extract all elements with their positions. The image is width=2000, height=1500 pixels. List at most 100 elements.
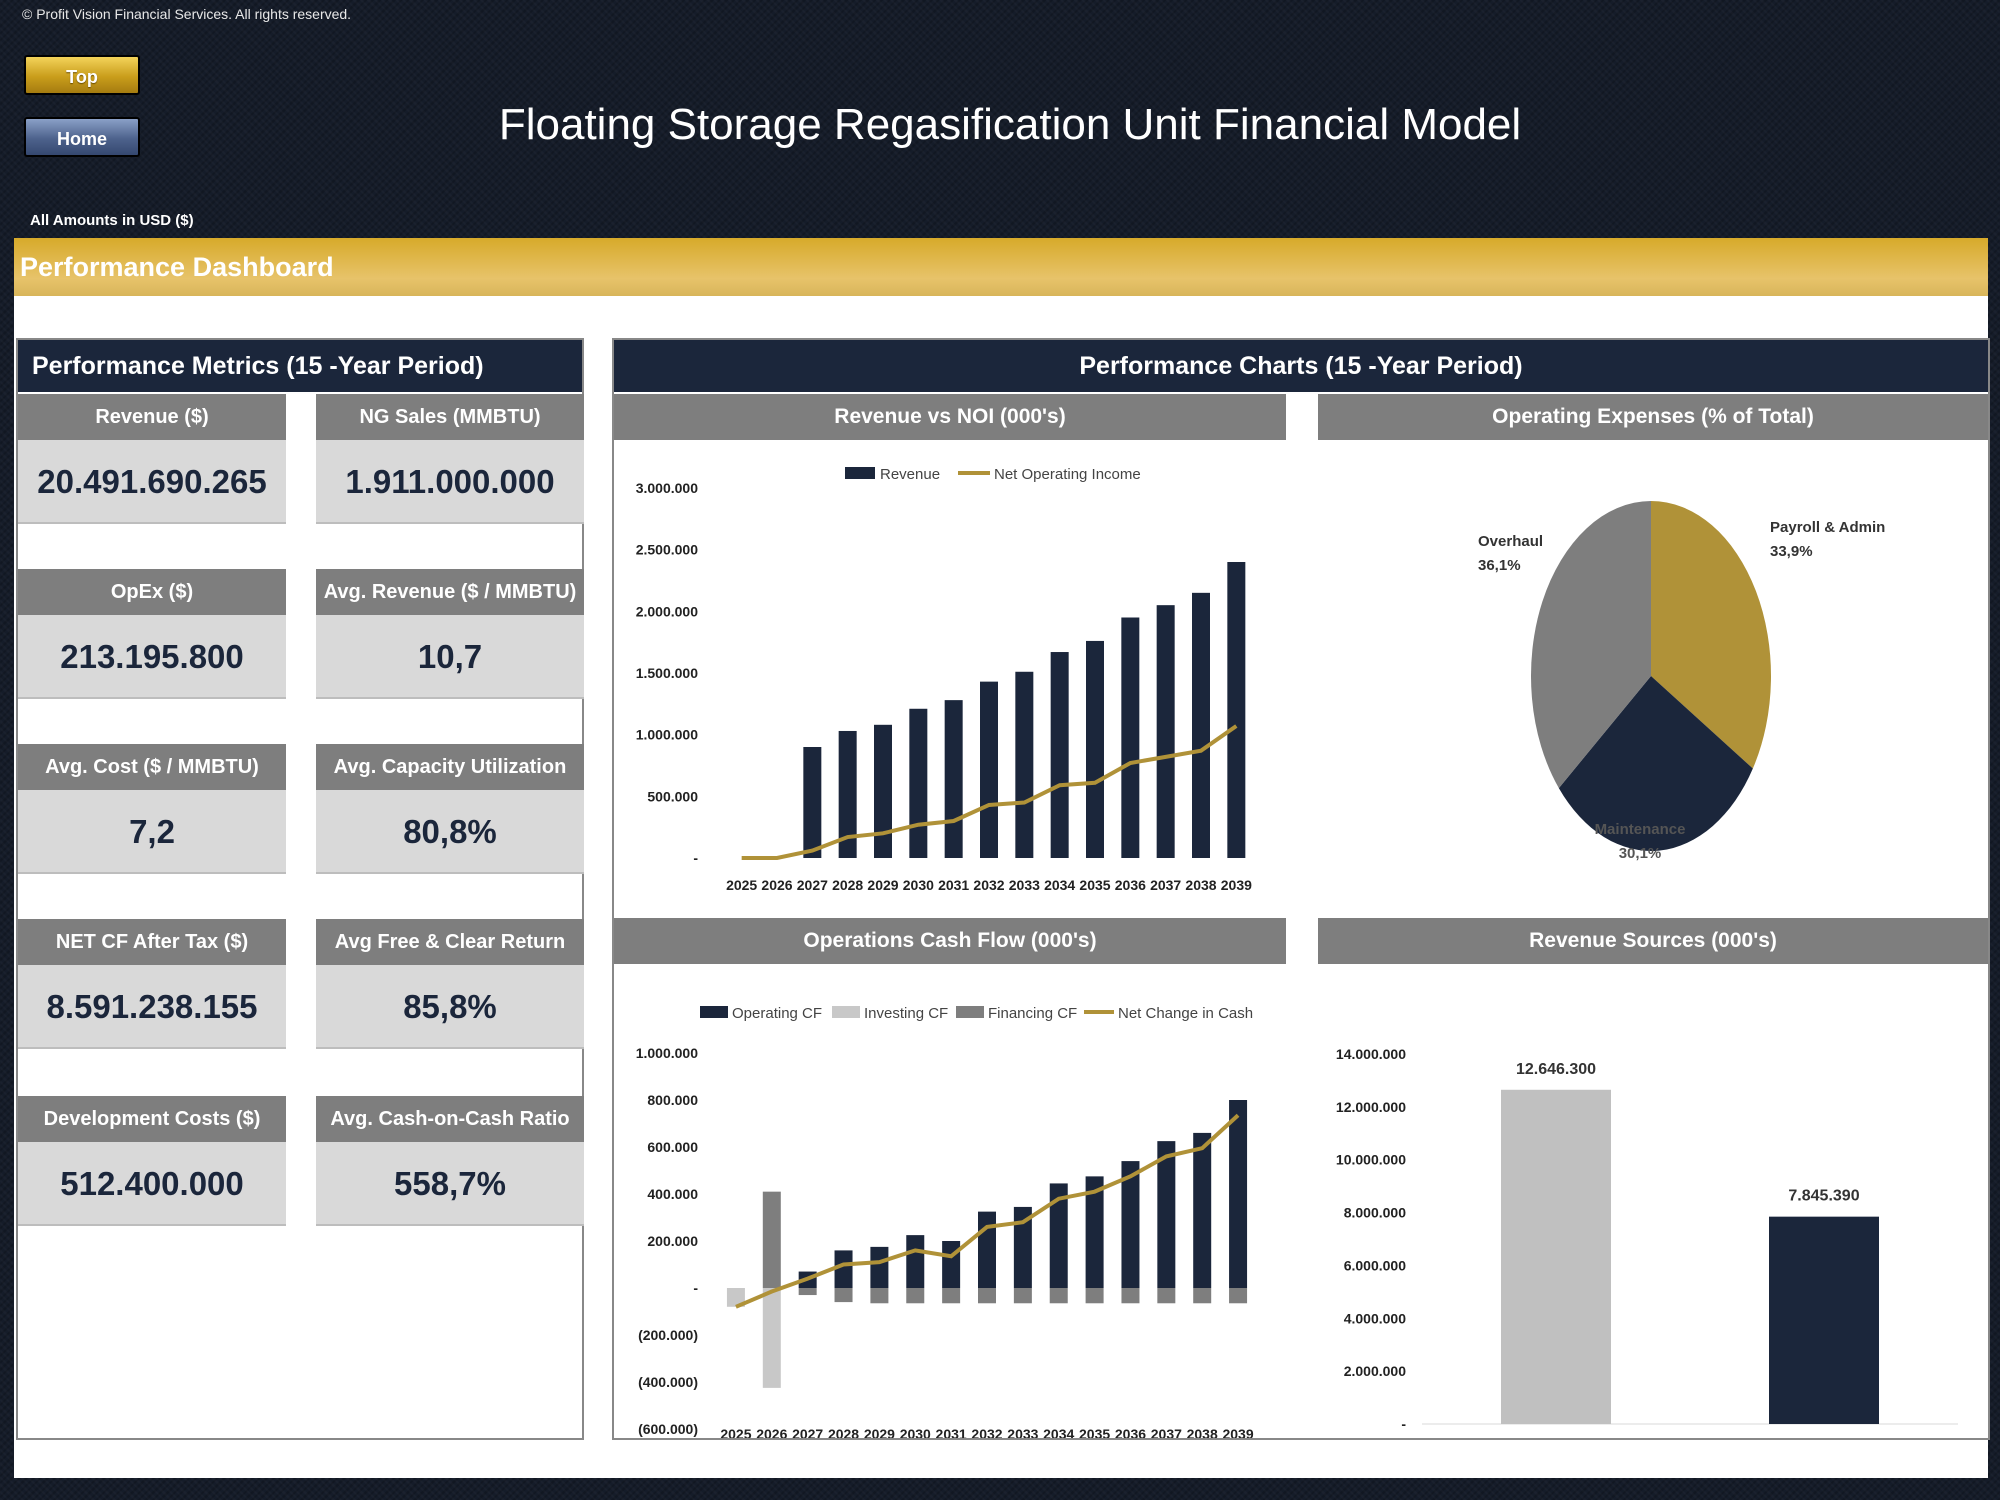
- cash-flow-bar: [1013, 1206, 1032, 1288]
- x-tick-label: 2027: [797, 877, 828, 893]
- cash-flow-bar: [1121, 1161, 1140, 1288]
- cash-flow-bar: [1085, 1176, 1104, 1288]
- cash-flow-bar: [798, 1288, 817, 1296]
- revenue-source-bar: [1769, 1216, 1879, 1424]
- legend-swatch: [832, 1006, 860, 1018]
- y-tick-label: 200.000: [647, 1233, 698, 1249]
- revenue-sources-chart: 14.000.000 12.000.000 10.000.000 8.000.000 6…: [1336, 1046, 1958, 1432]
- y-tick-label: 6.000.000: [1344, 1257, 1406, 1273]
- pie-label-name: Overhaul: [1478, 533, 1543, 550]
- top-button[interactable]: Top: [24, 55, 140, 95]
- x-tick-label: 2034: [1044, 877, 1075, 893]
- revenue-bar: [1086, 640, 1104, 858]
- pie-slice: [1651, 501, 1771, 769]
- metric-value: 558,7%: [316, 1142, 584, 1226]
- x-tick-label: 2030: [900, 1426, 931, 1438]
- cash-flow-bar: [762, 1191, 781, 1288]
- revenue-bar: [1015, 671, 1034, 858]
- x-tick-label: 2032: [971, 1426, 1002, 1438]
- cash-flow-bar: [870, 1288, 889, 1304]
- x-tick-label: 2031: [938, 877, 969, 893]
- y-tick-label: (200.000): [638, 1327, 698, 1343]
- metric-value: 20.491.690.265: [18, 440, 286, 524]
- x-tick-label: 2029: [867, 877, 898, 893]
- pie-label-name: Payroll & Admin: [1770, 519, 1885, 536]
- cash-flow-bar: [1013, 1288, 1032, 1304]
- cash-flow-bar: [942, 1241, 961, 1288]
- y-tick-label: 1.000.000: [636, 727, 698, 743]
- cash-flow-bar: [978, 1288, 996, 1304]
- x-tick-label: 2036: [1115, 877, 1146, 893]
- y-tick-label: (600.000): [638, 1421, 698, 1437]
- cash-flow-bar: [1193, 1288, 1212, 1304]
- metric-label: Avg. Cost ($ / MMBTU): [18, 744, 286, 790]
- x-tick-label: 2025: [726, 877, 757, 893]
- copyright-notice: © Profit Vision Financial Services. All …: [22, 6, 352, 22]
- data-label: 7.845.390: [1788, 1188, 1859, 1205]
- cash-flow-bar: [726, 1288, 745, 1307]
- net-change-line: [735, 1113, 1240, 1309]
- noi-line: [741, 724, 1238, 860]
- y-tick-label: 3.000.000: [636, 480, 698, 496]
- revenue-noi-chart: 3.000.000 2.500.000 2.000.000 1.500.000 1.00…: [636, 466, 1252, 893]
- revenue-bar: [944, 700, 963, 858]
- cash-flow-bar: [942, 1288, 961, 1304]
- revenue-bar: [803, 747, 822, 858]
- chart-title-revenue-noi: Revenue vs NOI (000's): [614, 394, 1286, 440]
- charts-panel: Performance Charts (15 -Year Period) Rev…: [612, 338, 1990, 1440]
- cash-flow-bar: [906, 1235, 925, 1288]
- metric-label: OpEx ($): [18, 569, 286, 615]
- metric-value: 80,8%: [316, 790, 584, 874]
- cash-flow-bar: [834, 1288, 853, 1303]
- revenue-bar: [874, 724, 892, 858]
- x-tick-label: 2031: [936, 1426, 967, 1438]
- revenue-bar: [1227, 562, 1246, 858]
- x-tick-label: 2038: [1185, 877, 1216, 893]
- legend-label: Net Change in Cash: [1118, 1005, 1253, 1022]
- cash-flow-bar: [906, 1288, 925, 1304]
- metric-label: Revenue ($): [18, 394, 286, 440]
- y-tick-label: -: [693, 1280, 698, 1296]
- metrics-header: Performance Metrics (15 -Year Period): [18, 340, 582, 392]
- legend-swatch: [956, 1006, 984, 1018]
- y-tick-label: 14.000.000: [1336, 1046, 1406, 1062]
- revenue-bar: [1192, 592, 1210, 858]
- x-tick-label: 2037: [1151, 1426, 1182, 1438]
- x-tick-label: 2039: [1222, 1426, 1253, 1438]
- x-tick-label: 2026: [756, 1426, 787, 1438]
- x-tick-label: 2026: [761, 877, 792, 893]
- y-tick-label: 1.500.000: [636, 665, 698, 681]
- metrics-panel: Performance Metrics (15 -Year Period) Re…: [16, 338, 584, 1440]
- y-tick-label: 4.000.000: [1344, 1310, 1406, 1326]
- metric-label: Avg. Cash-on-Cash Ratio: [316, 1096, 584, 1142]
- metric-value: 213.195.800: [18, 615, 286, 699]
- cash-flow-bar: [834, 1250, 853, 1288]
- y-tick-label: -: [1401, 1416, 1406, 1432]
- legend-swatch: [700, 1006, 728, 1018]
- y-tick-label: 2.000.000: [636, 603, 698, 619]
- chart-title-opex: Operating Expenses (% of Total): [1318, 394, 1988, 440]
- pie-label-value: 36,1%: [1478, 557, 1521, 574]
- x-tick-label: 2025: [720, 1426, 751, 1438]
- pie-label-name: Maintenance: [1595, 821, 1686, 838]
- metric-label: Development Costs ($): [18, 1096, 286, 1142]
- x-tick-label: 2028: [832, 877, 863, 893]
- metric-label: Avg. Revenue ($ / MMBTU): [316, 569, 584, 615]
- x-tick-label: 2037: [1150, 877, 1181, 893]
- x-tick-label: 2028: [828, 1426, 859, 1438]
- x-tick-label: 2034: [1043, 1426, 1074, 1438]
- pie-label-value: 33,9%: [1770, 543, 1813, 560]
- legend-label: Financing CF: [988, 1005, 1077, 1022]
- chart-title-revenue-sources: Revenue Sources (000's): [1318, 918, 1988, 964]
- page-title: Floating Storage Regasification Unit Fin…: [498, 100, 1522, 149]
- y-tick-label: -: [693, 850, 698, 866]
- revenue-bar: [1121, 617, 1140, 858]
- revenue-bar: [909, 708, 928, 858]
- section-title: Performance Dashboard: [20, 252, 334, 282]
- legend-label: Revenue: [880, 466, 940, 483]
- home-button[interactable]: Home: [24, 117, 140, 157]
- y-tick-label: 12.000.000: [1336, 1099, 1406, 1115]
- x-tick-label: 2033: [1007, 1426, 1038, 1438]
- x-tick-label: 2027: [792, 1426, 823, 1438]
- metric-label: Avg Free & Clear Return Ratio: [316, 919, 584, 999]
